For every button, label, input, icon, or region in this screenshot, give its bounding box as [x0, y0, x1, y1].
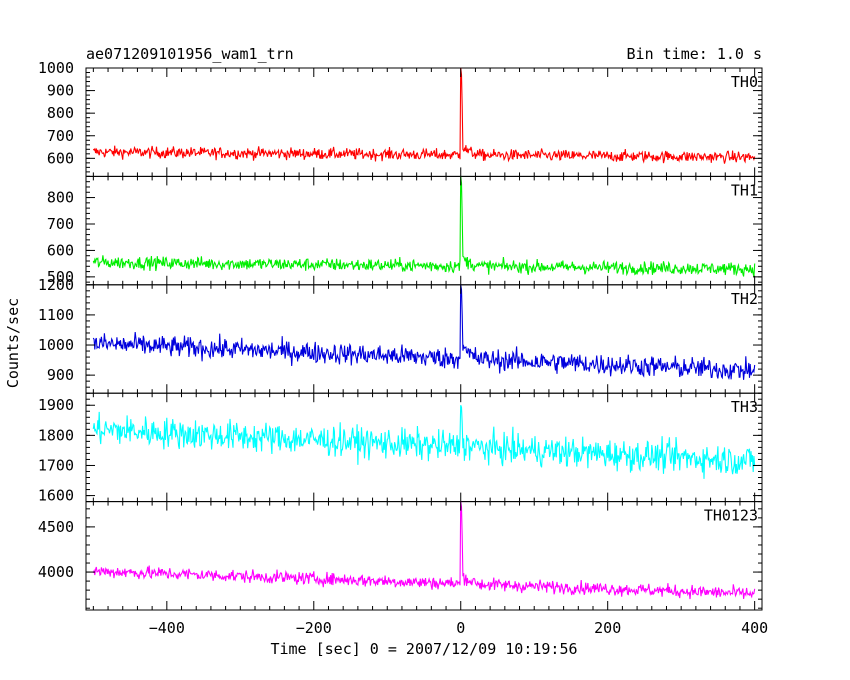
x-axis-label: Time [sec] 0 = 2007/12/09 10:19:56 — [270, 640, 577, 658]
y-tick-label: 600 — [47, 149, 74, 167]
panel-frame-th3 — [85, 392, 763, 503]
panel-label-th2: TH2 — [731, 290, 758, 308]
panel-label-th3: TH3 — [731, 398, 758, 416]
y-tick-label: 900 — [47, 366, 74, 384]
y-tick-label: 1600 — [38, 487, 74, 505]
y-tick-label: 600 — [47, 241, 74, 259]
panel-label-th1: TH1 — [731, 181, 758, 199]
x-tick-label: 0 — [456, 619, 465, 637]
axis-ticks — [86, 67, 762, 610]
panel-label-th0123: TH0123 — [704, 507, 758, 525]
y-tick-label: 1800 — [38, 426, 74, 444]
panel-frame-th0 — [85, 67, 763, 177]
y-tick-label: 4500 — [38, 518, 74, 536]
y-tick-label: 1000 — [38, 59, 74, 77]
y-tick-label: 4000 — [38, 563, 74, 581]
y-tick-label: 700 — [47, 215, 74, 233]
y-tick-label: 1700 — [38, 456, 74, 474]
y-tick-label: 900 — [47, 82, 74, 100]
y-tick-label: 1900 — [38, 396, 74, 414]
series-line-th1 — [92, 176, 756, 277]
series-line-th0 — [92, 67, 756, 164]
y-tick-label: 1100 — [38, 306, 74, 324]
series-line-th3 — [92, 404, 756, 479]
x-tick-label: 400 — [741, 619, 768, 637]
series-line-th2 — [92, 284, 756, 380]
tick-labels: TH0 600 700 800 900 1000 TH1 500 600 700 800 TH2 900… — [38, 59, 768, 637]
x-tick-label: 200 — [594, 619, 621, 637]
panel-frames — [85, 67, 763, 611]
y-tick-label: 700 — [47, 127, 74, 145]
y-tick-label: 500 — [47, 268, 74, 286]
chart-title-right: Bin time: 1.0 s — [627, 45, 762, 63]
chart-title-left: ae071209101956_wam1_trn — [86, 45, 294, 63]
y-tick-label: 800 — [47, 189, 74, 207]
y-tick-label: 1200 — [38, 276, 74, 294]
y-tick-label: 1000 — [38, 336, 74, 354]
x-tick-label: −400 — [149, 619, 185, 637]
y-tick-label: 800 — [47, 104, 74, 122]
panel-frame-th0123 — [85, 501, 763, 611]
series-lines — [92, 67, 756, 600]
series-line-th0123 — [92, 501, 756, 600]
panel-label-th0: TH0 — [731, 73, 758, 91]
y-axis-label: Counts/sec — [4, 298, 22, 388]
panel-frame-th2 — [85, 284, 763, 394]
x-tick-label: −200 — [296, 619, 332, 637]
